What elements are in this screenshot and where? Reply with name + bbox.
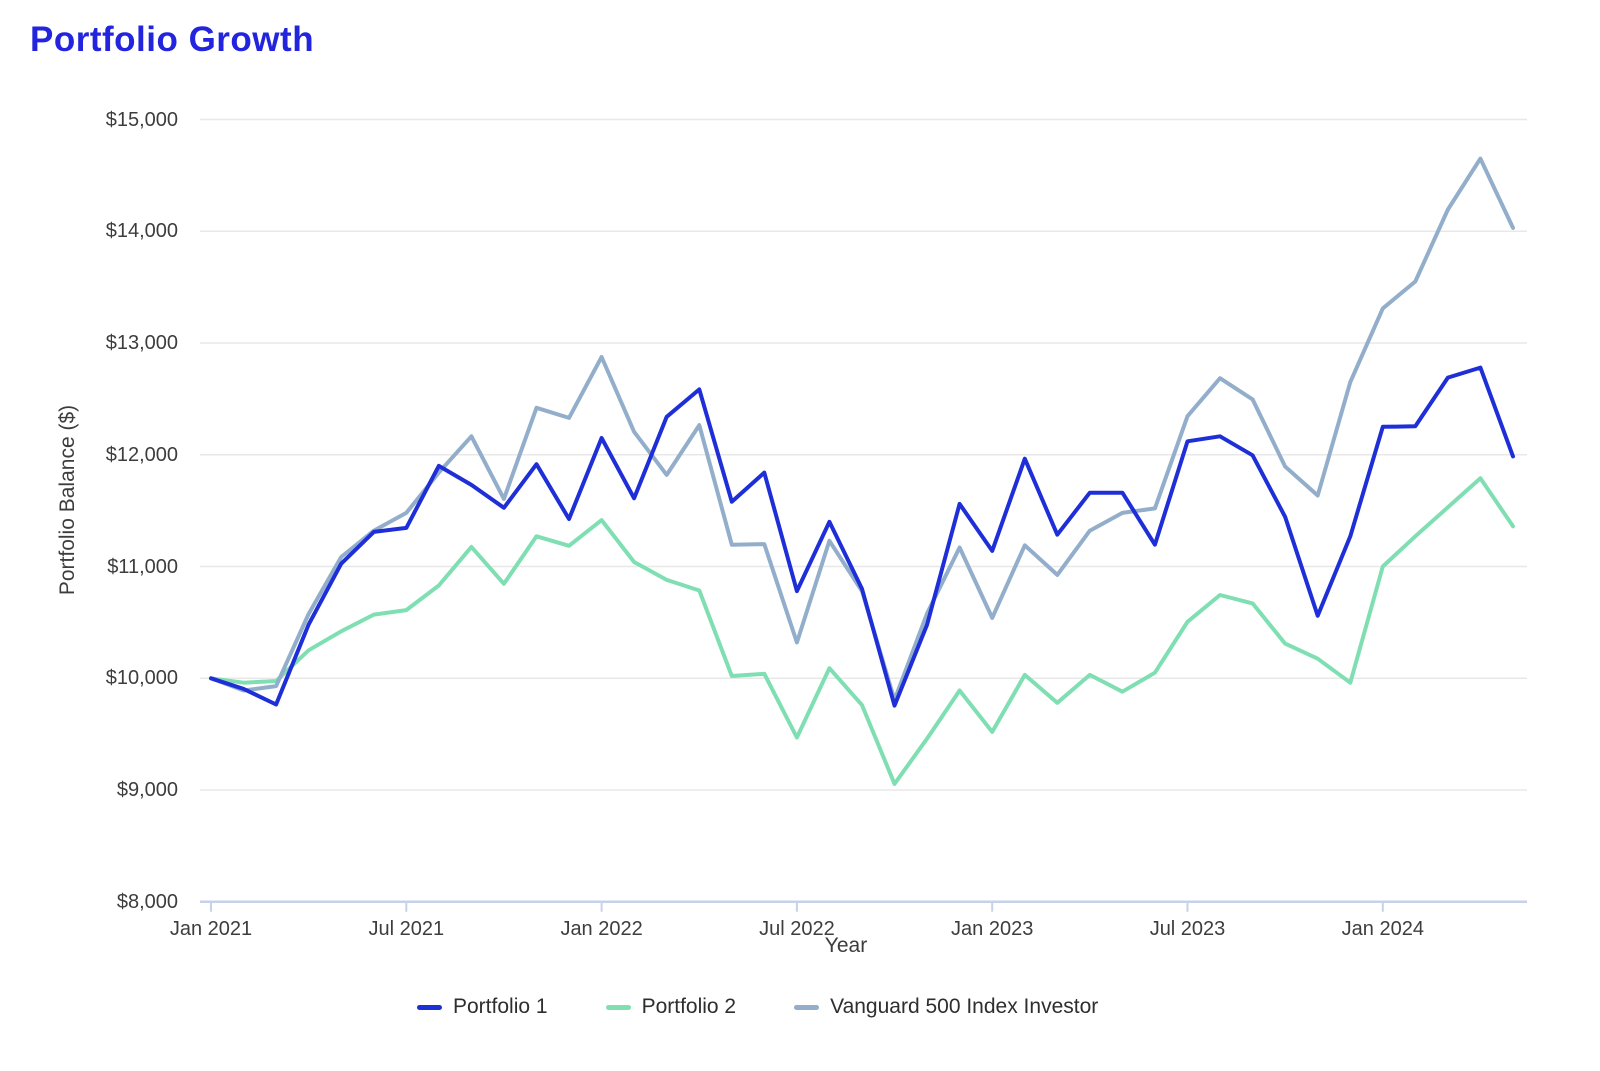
legend-label: Portfolio 1 [453,995,548,1018]
x-axis-title: Year [824,934,868,957]
y-tick-label: $12,000 [105,443,178,466]
x-tick-label: Jul 2023 [1149,918,1226,940]
x-tick-label: Jul 2022 [759,918,835,940]
y-tick-label: $11,000 [107,555,178,578]
y-tick-label: $13,000 [105,332,178,354]
x-tick-label: Jul 2021 [368,918,445,940]
legend-swatch [605,1004,631,1010]
legend-swatch [417,1004,442,1010]
series-line-portfolio-1[interactable] [209,365,1515,708]
chart-title: Portfolio Growth [30,20,315,59]
series-line-vanguard-500-index-investor[interactable] [209,156,1515,702]
x-tick-label: Jan 2023 [951,918,1034,940]
legend-label: Vanguard 500 Index Investor [830,995,1099,1018]
legend-item-portfolio-1[interactable]: Portfolio 1 [417,995,548,1019]
y-tick-label: $10,000 [105,667,178,690]
x-tick-label: Jan 2024 [1341,918,1424,940]
x-tick-label: Jan 2021 [169,918,253,940]
y-tick-label: $14,000 [105,220,178,243]
legend-swatch [794,1004,820,1010]
series-line-portfolio-2[interactable] [209,476,1515,786]
legend-item-vanguard-500-index-investor[interactable]: Vanguard 500 Index Investor [794,995,1098,1019]
legend-item-portfolio-2[interactable]: Portfolio 2 [605,995,737,1019]
x-tick-label: Jan 2022 [560,918,643,940]
y-tick-label: $8,000 [116,890,178,913]
y-tick-label: $15,000 [105,108,178,131]
y-tick-label: $9,000 [116,779,178,801]
y-axis-title: Portfolio Balance ($) [56,404,79,596]
chart-legend: Portfolio 1 Portfolio 2 Vanguard 500 Index… [417,995,1098,1019]
legend-label: Portfolio 2 [641,995,737,1018]
